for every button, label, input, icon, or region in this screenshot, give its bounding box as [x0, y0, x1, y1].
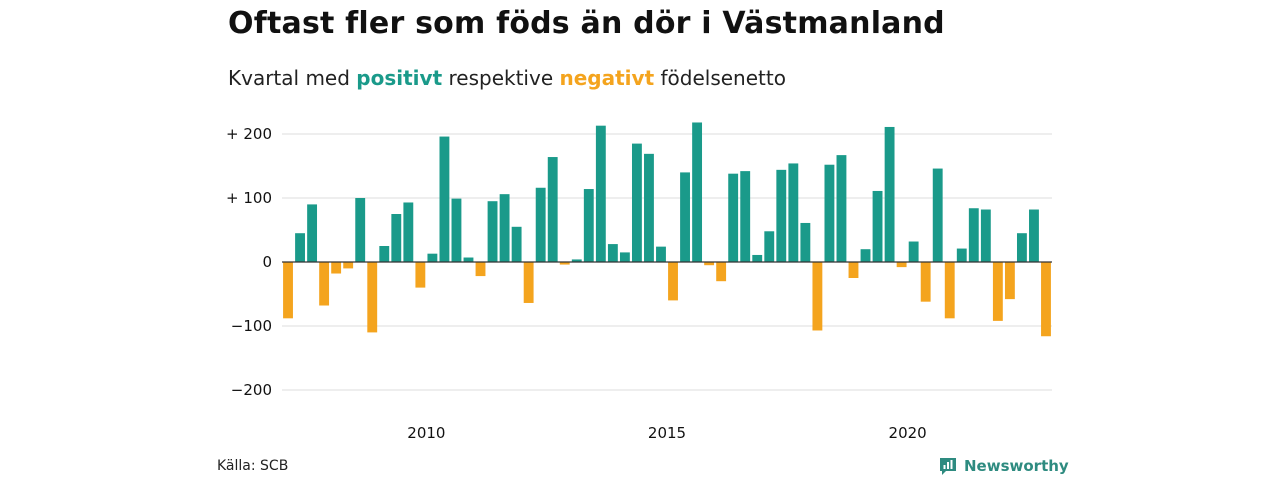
bar [511, 226, 522, 262]
bar [439, 136, 450, 262]
bar [980, 209, 991, 262]
bar [836, 155, 847, 262]
bar [1029, 209, 1039, 262]
bar [499, 194, 510, 262]
bar [595, 125, 606, 263]
subtitle-middle: respektive [448, 66, 554, 90]
bar [1016, 233, 1027, 262]
bar [427, 253, 438, 262]
brand-name: Newsworthy [964, 457, 1069, 475]
chart-title: Oftast fler som föds än dör i Västmanlan… [228, 6, 945, 41]
y-tick-label: −100 [231, 317, 272, 335]
bar [716, 262, 727, 282]
bar [944, 262, 955, 319]
bar [848, 262, 859, 278]
bar [860, 249, 871, 262]
bar [535, 187, 546, 262]
bar [619, 252, 630, 262]
bar [896, 262, 907, 268]
bar [607, 244, 618, 262]
bar [367, 262, 378, 333]
bar [415, 262, 426, 288]
bar [812, 262, 823, 331]
bar [800, 222, 811, 262]
bar [331, 262, 342, 274]
y-tick-label: −200 [231, 381, 272, 399]
bar [307, 204, 318, 262]
bar [920, 262, 931, 302]
bar [1041, 262, 1051, 337]
subtitle-suffix: födelsenetto [660, 66, 786, 90]
bar [547, 157, 558, 262]
x-tick-label: 2010 [407, 424, 445, 442]
x-tick-label: 2015 [648, 424, 686, 442]
newsworthy-logo-icon [940, 458, 956, 475]
bar [295, 233, 305, 262]
bar [403, 202, 414, 262]
bar [644, 153, 654, 262]
bar [692, 122, 703, 262]
bar [824, 164, 835, 262]
bar [559, 262, 570, 265]
bar [283, 262, 293, 319]
bar [728, 173, 739, 262]
bar [668, 262, 678, 301]
y-tick-label: 0 [262, 253, 272, 271]
bar [1004, 262, 1015, 300]
bar [379, 246, 390, 262]
bar [343, 262, 354, 269]
bar [355, 198, 366, 262]
subtitle-negative: negativt [559, 66, 655, 90]
y-tick-label: + 100 [226, 189, 272, 207]
brand: Newsworthy [938, 456, 1069, 476]
bar [571, 259, 582, 262]
bar [956, 248, 967, 262]
bar [631, 143, 642, 262]
bar [932, 168, 943, 262]
bar [463, 257, 474, 262]
bar [487, 201, 498, 262]
bar [740, 171, 751, 262]
bar [656, 246, 666, 262]
bar [391, 214, 402, 262]
subtitle-prefix: Kvartal med [228, 66, 350, 90]
y-tick-label: + 200 [226, 125, 272, 143]
bar [583, 189, 594, 262]
bar [704, 262, 715, 266]
bar [872, 190, 883, 262]
bar [764, 231, 775, 262]
x-tick-label: 2020 [889, 424, 927, 442]
bar [752, 254, 763, 262]
source-note: Källa: SCB [217, 458, 289, 474]
bar [680, 172, 690, 262]
chart-subtitle: Kvartal med positivt respektive negativt… [228, 66, 786, 90]
bar [992, 262, 1003, 321]
bar [776, 169, 787, 262]
bar [884, 126, 895, 263]
bar [968, 208, 979, 262]
bar [475, 262, 486, 277]
bar [908, 241, 919, 262]
bar [451, 198, 462, 262]
subtitle-positive: positivt [356, 66, 443, 90]
bar [319, 262, 330, 306]
bar [523, 262, 534, 303]
bar [788, 163, 799, 262]
